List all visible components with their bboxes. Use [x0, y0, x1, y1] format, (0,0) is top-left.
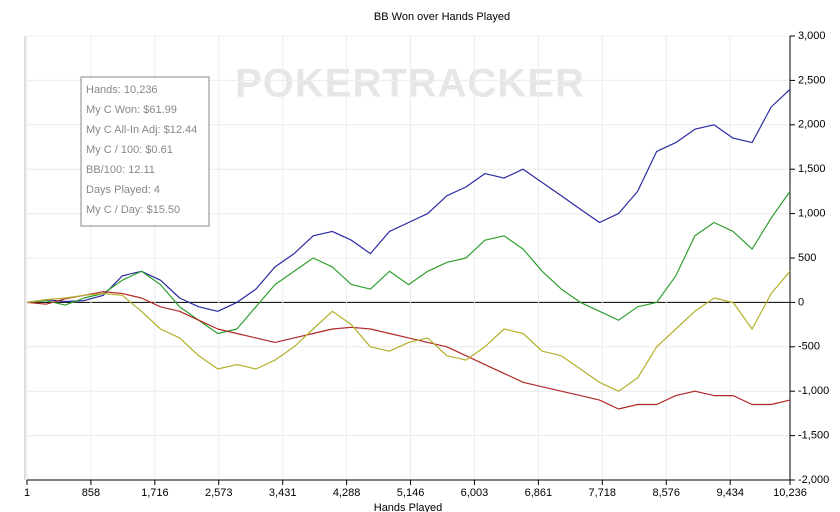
- y-tick-label: 3,000: [798, 30, 826, 42]
- watermark: POKERTRACKER: [235, 62, 585, 106]
- series-line: [26, 88, 791, 312]
- y-tick-label: 2,500: [798, 74, 826, 86]
- stats-line: BB/100: 12.11: [86, 164, 155, 176]
- x-tick-label: 1: [24, 487, 30, 499]
- stats-line: My C All-In Adj: $12.44: [86, 124, 197, 136]
- y-tick-label: -1,500: [798, 430, 829, 442]
- x-tick-label: 8,576: [652, 487, 680, 499]
- y-tick-label: 1,500: [798, 163, 826, 175]
- x-tick-label: 7,718: [589, 487, 617, 499]
- x-tick-label: 1,716: [141, 487, 169, 499]
- x-tick-label: 6,003: [461, 487, 489, 499]
- y-tick-label: -1,000: [798, 385, 829, 397]
- series-line: [26, 291, 791, 410]
- y-tick-label: 0: [798, 296, 804, 308]
- chart-title: BB Won over Hands Played: [374, 11, 510, 23]
- y-tick-label: -500: [798, 341, 820, 353]
- x-tick-label: 2,573: [205, 487, 233, 499]
- x-tick-label: 4,288: [333, 487, 361, 499]
- series-line: [26, 191, 791, 335]
- x-tick-label: 9,434: [716, 487, 744, 499]
- series-line: [26, 270, 791, 392]
- stats-line: My C / Day: $15.50: [86, 204, 180, 216]
- y-tick-label: -2,000: [798, 474, 829, 486]
- stats-line: Hands: 10,236: [86, 84, 158, 96]
- x-tick-label: 5,146: [397, 487, 425, 499]
- x-axis-label: Hands Played: [374, 502, 443, 512]
- stats-line: My C / 100: $0.61: [86, 144, 173, 156]
- stats-line: My C Won: $61.99: [86, 104, 177, 116]
- x-tick-label: 858: [82, 487, 100, 499]
- stats-box: [80, 76, 210, 227]
- y-tick-label: 1,000: [798, 208, 826, 220]
- x-tick-label: 10,236: [773, 487, 807, 499]
- stats-line: Days Played: 4: [86, 184, 160, 196]
- y-tick-label: 500: [798, 252, 816, 264]
- x-tick-label: 6,861: [525, 487, 553, 499]
- y-tick-label: 2,000: [798, 119, 826, 131]
- x-tick-label: 3,431: [269, 487, 297, 499]
